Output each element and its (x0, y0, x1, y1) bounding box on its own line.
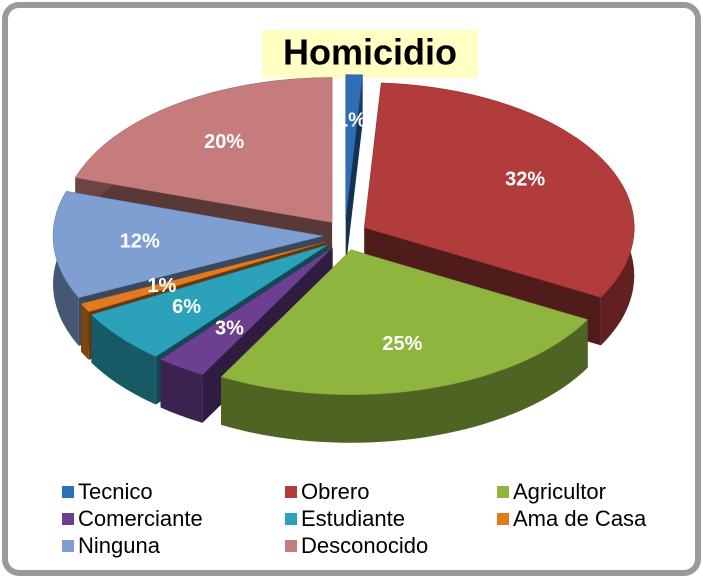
legend-label: Ninguna (78, 533, 161, 558)
legend-label: Agricultor (513, 479, 606, 504)
value-labels: 1%32%25%3%6%1%12%20% (120, 109, 546, 354)
value-label: 20% (204, 131, 244, 153)
chart-title: Homicidio (283, 32, 457, 73)
pie-slice (90, 244, 329, 357)
legend-label: Ama de Casa (513, 506, 647, 531)
legend-label: Obrero (301, 479, 369, 504)
pie-slice (74, 77, 333, 223)
title-background (262, 30, 478, 78)
legend-swatch (497, 513, 509, 525)
legend-swatch (62, 486, 74, 498)
pie-slice (364, 82, 635, 298)
value-label: 25% (382, 333, 422, 355)
value-label: 6% (172, 296, 201, 318)
pie-slice (52, 190, 324, 298)
legend-swatch (62, 513, 74, 525)
value-label: 3% (215, 318, 244, 340)
pie-slice (80, 241, 326, 313)
legend-label: Comerciante (78, 506, 203, 531)
legend-swatch (285, 486, 297, 498)
legend-swatch (497, 486, 509, 498)
pie-slice (159, 247, 333, 376)
pie-slice (220, 249, 589, 396)
pie-slice (345, 74, 363, 220)
value-label: 1% (147, 275, 176, 297)
slice-side (81, 303, 89, 360)
value-label: 12% (120, 230, 160, 252)
slice-wall (345, 74, 363, 268)
legend-label: Tecnico (78, 479, 153, 504)
slice-side (160, 359, 203, 423)
legend-label: Desconocido (301, 533, 428, 558)
slice-side (221, 319, 588, 443)
slice-side (91, 314, 156, 405)
legend-label: Estudiante (301, 506, 405, 531)
legend: Tecnico Obrero Agricultor Comerciante Estudi… (62, 479, 647, 558)
value-label: 32% (505, 168, 545, 190)
pie-tops (52, 74, 635, 396)
legend-swatch (285, 513, 297, 525)
legend-swatch (285, 540, 297, 552)
legend-swatch (62, 540, 74, 552)
value-label: 1% (337, 109, 366, 131)
